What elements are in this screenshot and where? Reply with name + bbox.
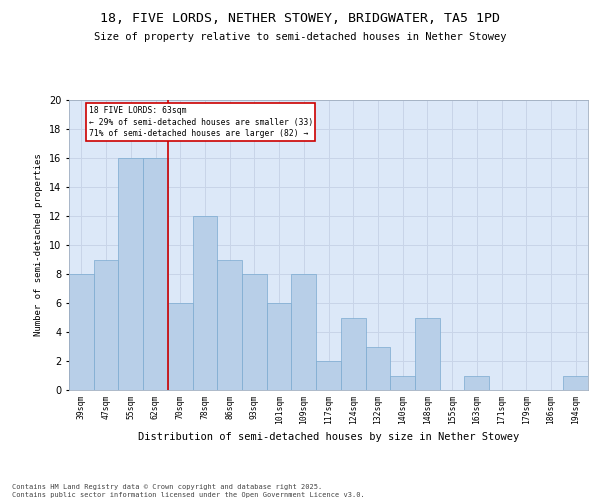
Bar	[267, 303, 292, 390]
Bar	[390, 376, 415, 390]
Bar	[94, 260, 118, 390]
Bar	[118, 158, 143, 390]
Bar	[316, 361, 341, 390]
Bar	[341, 318, 365, 390]
Text: Size of property relative to semi-detached houses in Nether Stowey: Size of property relative to semi-detach…	[94, 32, 506, 42]
Bar	[193, 216, 217, 390]
Text: Contains HM Land Registry data © Crown copyright and database right 2025.
Contai: Contains HM Land Registry data © Crown c…	[12, 484, 365, 498]
Bar	[242, 274, 267, 390]
Bar	[563, 376, 588, 390]
Bar	[217, 260, 242, 390]
Bar	[168, 303, 193, 390]
Bar	[415, 318, 440, 390]
Y-axis label: Number of semi-detached properties: Number of semi-detached properties	[34, 154, 43, 336]
Bar	[292, 274, 316, 390]
Text: 18, FIVE LORDS, NETHER STOWEY, BRIDGWATER, TA5 1PD: 18, FIVE LORDS, NETHER STOWEY, BRIDGWATE…	[100, 12, 500, 26]
Bar	[365, 346, 390, 390]
Bar	[143, 158, 168, 390]
Bar	[69, 274, 94, 390]
Bar	[464, 376, 489, 390]
X-axis label: Distribution of semi-detached houses by size in Nether Stowey: Distribution of semi-detached houses by …	[138, 432, 519, 442]
Text: 18 FIVE LORDS: 63sqm
← 29% of semi-detached houses are smaller (33)
71% of semi-: 18 FIVE LORDS: 63sqm ← 29% of semi-detac…	[89, 106, 313, 138]
